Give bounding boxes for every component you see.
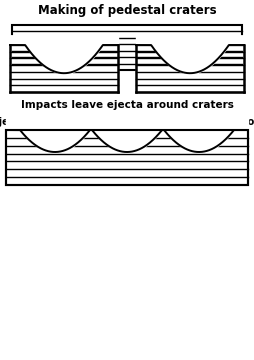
- Text: Making of pedestal craters: Making of pedestal craters: [38, 4, 216, 17]
- Bar: [6, 130, 248, 185]
- Text: Impacts leave ejecta around craters: Impacts leave ejecta around craters: [21, 100, 233, 110]
- Bar: [12, 25, 242, 70]
- Bar: [6, 130, 248, 185]
- Text: Ejecta protects underlying material from erosion: Ejecta protects underlying material from…: [0, 117, 254, 127]
